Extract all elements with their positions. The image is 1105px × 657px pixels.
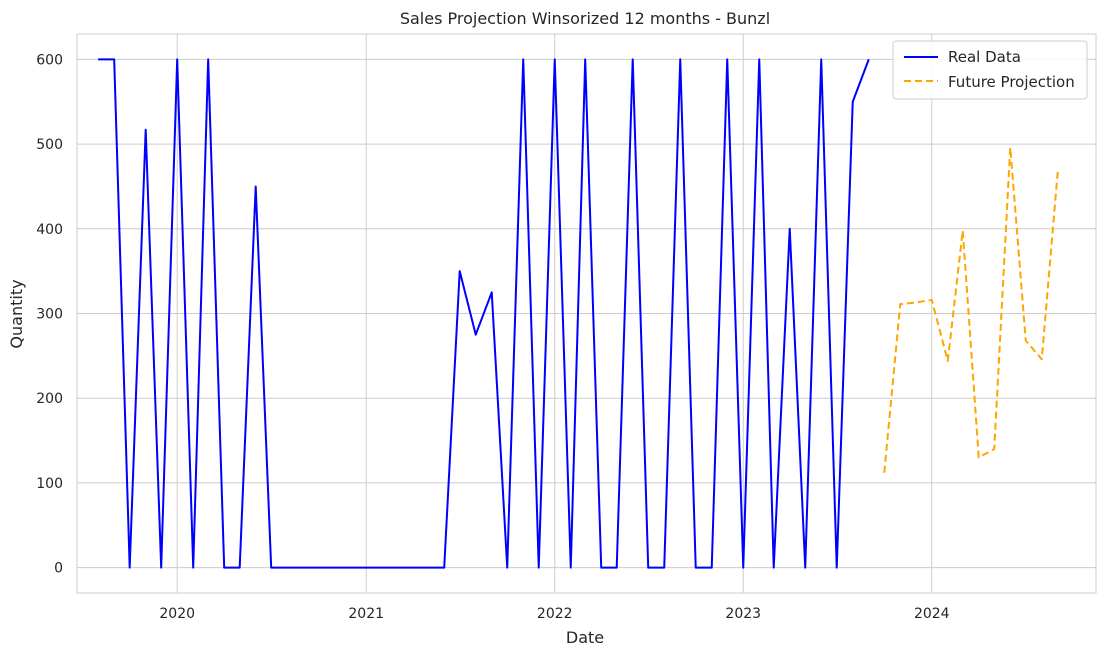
x-tick-labels: 2020 2021 2022 2023 2024: [159, 606, 949, 622]
x-tick-label: 2020: [159, 606, 195, 622]
x-tick-label: 2023: [725, 606, 761, 622]
legend: Real Data Future Projection: [892, 40, 1088, 100]
legend-label-real-data: Real Data: [948, 48, 1021, 66]
series-layer: [98, 58, 1059, 569]
y-tick-label: 300: [36, 307, 63, 323]
y-tick-label: 0: [54, 561, 63, 577]
chart-title: Sales Projection Winsorized 12 months - …: [400, 9, 770, 28]
x-tick-label: 2022: [537, 606, 573, 622]
x-tick-label: 2024: [914, 606, 950, 622]
x-axis-title: Date: [566, 628, 604, 647]
y-tick-label: 500: [36, 137, 63, 153]
x-tick-label: 2021: [348, 606, 384, 622]
y-tick-label: 200: [36, 391, 63, 407]
legend-box: [892, 40, 1088, 100]
y-tick-label: 400: [36, 222, 63, 238]
y-tick-label: 600: [36, 52, 63, 68]
legend-label-future-projection: Future Projection: [948, 73, 1075, 91]
series-line-real-data: [98, 58, 870, 569]
y-axis-title: Quantity: [7, 279, 26, 348]
y-tick-labels: 0 100 200 300 400 500 600: [36, 52, 63, 576]
plot-frame: [76, 33, 1097, 594]
y-tick-label: 100: [36, 476, 63, 492]
series-line-future-projection: [883, 146, 1059, 473]
